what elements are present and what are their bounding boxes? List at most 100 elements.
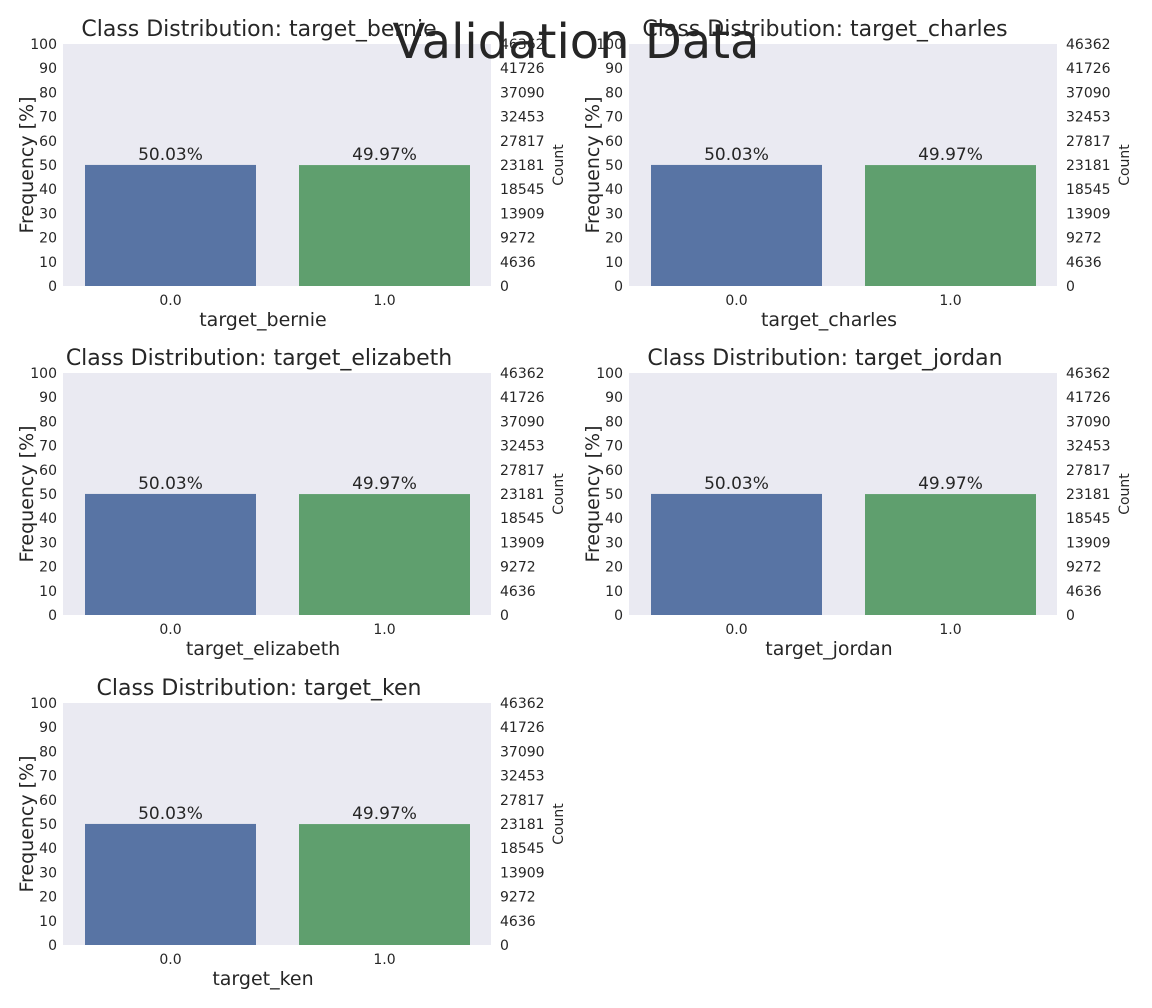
y-tick-label: 40 <box>39 841 57 857</box>
x-tick-label: 0.0 <box>159 952 181 968</box>
y-tick-label: 0 <box>48 279 57 295</box>
y2-tick-label: 13909 <box>1066 206 1111 222</box>
y2-tick-label: 37090 <box>500 744 545 760</box>
subplot-1: Class Distribution: target_charles 0 10 20 3… <box>582 17 1133 331</box>
y2-tick-label: 37090 <box>500 85 545 101</box>
y2-tick-label: 0 <box>500 608 509 624</box>
y-tick-label: 20 <box>39 890 57 906</box>
y2-tick-label: 9272 <box>500 890 536 906</box>
bar-data-label: 49.97% <box>352 145 417 165</box>
y-tick-label: 30 <box>39 535 57 551</box>
bar-1.0 <box>865 494 1036 615</box>
y2-axis-label: Count <box>551 144 567 186</box>
y2-tick-label: 27817 <box>1066 134 1111 150</box>
y-tick-label: 40 <box>39 182 57 198</box>
y-tick-label: 40 <box>605 182 623 198</box>
y2-tick-label: 13909 <box>500 865 545 881</box>
y-tick-label: 90 <box>39 720 57 736</box>
subplot-4: Class Distribution: target_ken 0 10 20 30 40 5… <box>16 676 567 990</box>
y-tick-label: 100 <box>596 37 623 53</box>
y2-axis-label: Count <box>1117 144 1133 186</box>
y-tick-label: 50 <box>39 158 57 174</box>
y2-tick-label: 9272 <box>500 231 536 247</box>
subplot-title: Class Distribution: target_jordan <box>647 346 1002 371</box>
y-tick-label: 60 <box>39 793 57 809</box>
y2-tick-label: 13909 <box>500 535 545 551</box>
y2-tick-label: 46362 <box>1066 37 1111 53</box>
y2-tick-label: 37090 <box>1066 414 1111 430</box>
y2-tick-label: 18545 <box>500 841 545 857</box>
x-tick-label: 1.0 <box>939 622 961 638</box>
y-tick-label: 10 <box>39 914 57 930</box>
y-tick-label: 70 <box>605 439 623 455</box>
subplot-grid: Class Distribution: target_bernie 0 10 20 30… <box>16 17 1133 990</box>
y-tick-label: 80 <box>39 85 57 101</box>
x-tick-label: 1.0 <box>373 293 395 309</box>
bar-data-label: 50.03% <box>138 474 203 494</box>
y-tick-label: 50 <box>605 158 623 174</box>
y-tick-label: 100 <box>596 366 623 382</box>
y2-tick-label: 9272 <box>1066 560 1102 576</box>
x-axis-label: target_charles <box>761 309 897 331</box>
subplot-2: Class Distribution: target_elizabeth 0 10 2… <box>16 346 567 660</box>
y-axis-label: Frequency [%] <box>16 96 38 233</box>
bar-0.0 <box>85 164 256 286</box>
y2-tick-label: 4636 <box>500 914 536 930</box>
y-tick-label: 10 <box>39 255 57 271</box>
y2-tick-label: 4636 <box>1066 255 1102 271</box>
y2-tick-label: 0 <box>500 938 509 954</box>
y-tick-label: 10 <box>39 584 57 600</box>
subplot-3: Class Distribution: target_jordan 0 10 20 30… <box>582 346 1133 660</box>
y-tick-label: 0 <box>614 608 623 624</box>
y2-axis-label: Count <box>551 803 567 845</box>
y2-tick-label: 18545 <box>1066 182 1111 198</box>
y-tick-label: 40 <box>39 511 57 527</box>
y-axis-label: Frequency [%] <box>16 425 38 562</box>
y-tick-label: 80 <box>605 414 623 430</box>
y2-tick-label: 9272 <box>500 560 536 576</box>
y-tick-label: 20 <box>39 560 57 576</box>
y2-tick-label: 41726 <box>1066 390 1111 406</box>
subplot-title: Class Distribution: target_bernie <box>81 17 436 42</box>
y2-tick-label: 46362 <box>500 37 545 53</box>
bar-0.0 <box>651 164 822 286</box>
y-tick-label: 70 <box>39 439 57 455</box>
y2-tick-label: 46362 <box>500 696 545 712</box>
y2-tick-label: 4636 <box>500 255 536 271</box>
y2-tick-label: 18545 <box>500 511 545 527</box>
x-tick-label: 1.0 <box>373 622 395 638</box>
y-tick-label: 30 <box>39 206 57 222</box>
y2-tick-label: 23181 <box>1066 487 1111 503</box>
bar-1.0 <box>299 824 470 945</box>
y2-tick-label: 23181 <box>500 817 545 833</box>
x-axis-label: target_ken <box>212 968 313 990</box>
y-tick-label: 90 <box>39 61 57 77</box>
y-tick-label: 70 <box>39 769 57 785</box>
y2-tick-label: 4636 <box>1066 584 1102 600</box>
y-tick-label: 50 <box>39 817 57 833</box>
x-axis-label: target_jordan <box>765 638 892 660</box>
y2-tick-label: 46362 <box>500 366 545 382</box>
x-tick-label: 0.0 <box>159 622 181 638</box>
y-tick-label: 100 <box>30 37 57 53</box>
bar-1.0 <box>299 494 470 615</box>
y-tick-label: 30 <box>605 206 623 222</box>
y-tick-label: 70 <box>605 110 623 126</box>
y2-tick-label: 0 <box>500 279 509 295</box>
y2-tick-label: 23181 <box>500 158 545 174</box>
y2-axis-label: Count <box>1117 473 1133 515</box>
y-tick-label: 60 <box>39 134 57 150</box>
y2-tick-label: 37090 <box>1066 85 1111 101</box>
y2-tick-label: 41726 <box>1066 61 1111 77</box>
x-tick-label: 0.0 <box>725 293 747 309</box>
y-tick-label: 80 <box>605 85 623 101</box>
figure-suptitle: Validation Data <box>393 14 760 70</box>
y2-tick-label: 32453 <box>1066 110 1111 126</box>
subplot-title: Class Distribution: target_ken <box>97 676 422 701</box>
y-tick-label: 30 <box>39 865 57 881</box>
y2-tick-label: 41726 <box>500 720 545 736</box>
y2-tick-label: 13909 <box>500 206 545 222</box>
y2-tick-label: 9272 <box>1066 231 1102 247</box>
y-tick-label: 100 <box>30 696 57 712</box>
bar-data-label: 50.03% <box>704 474 769 494</box>
